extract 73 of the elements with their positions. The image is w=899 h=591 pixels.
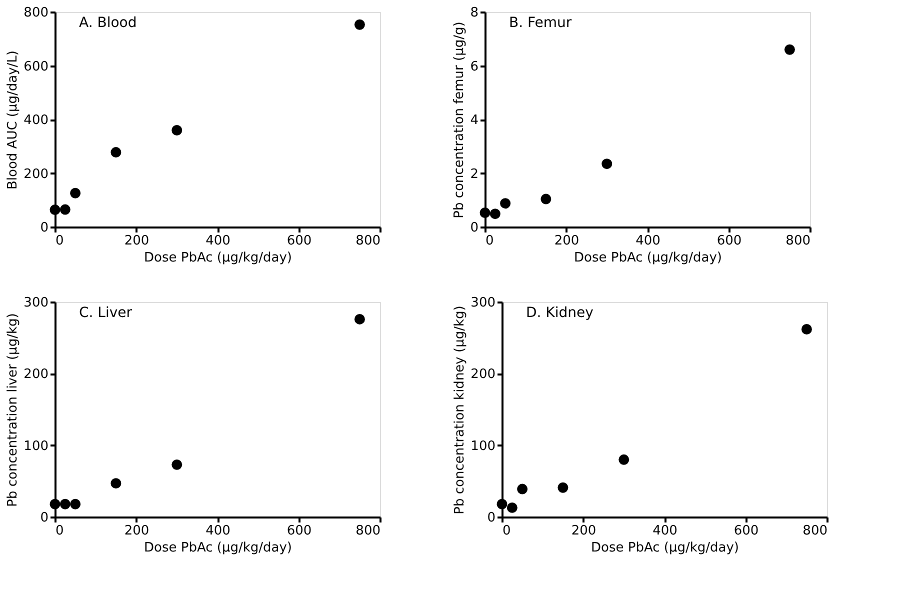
point	[784, 44, 795, 55]
y-tick-label: 300	[470, 296, 496, 310]
y-axis-title: Blood AUC (µg/day/L)	[6, 50, 21, 190]
x-tick-label: 600	[734, 524, 759, 538]
point	[70, 498, 81, 510]
y-axis-title: Pb concentration femur (µg/g)	[452, 22, 468, 218]
x-tick-label: 200	[124, 524, 150, 538]
x-tick-label: 600	[716, 234, 742, 248]
chart-title: B. Femur	[509, 15, 572, 31]
point	[60, 204, 70, 215]
y-tick-label: 200	[24, 166, 48, 182]
point	[540, 194, 552, 204]
x-tick-label: 800	[786, 234, 810, 248]
y-tick-label: 0	[40, 220, 48, 236]
point	[480, 208, 490, 218]
x-tick-label: 600	[286, 234, 312, 248]
x-tick-label: 800	[802, 524, 828, 538]
y-tick-label: 6	[470, 59, 478, 74]
x-tick-label: 0	[502, 524, 511, 538]
point	[110, 478, 122, 489]
point	[354, 314, 365, 324]
point	[618, 454, 630, 465]
y-tick-label: 0	[40, 510, 48, 526]
x-tick-label: 800	[356, 234, 380, 248]
y-tick-label: 0	[487, 510, 496, 526]
x-tick-label: 400	[206, 234, 230, 248]
point	[602, 158, 612, 170]
point	[354, 19, 365, 30]
y-axis-title: Pb concentration kidney (µg/kg)	[452, 306, 468, 514]
x-axis-title: Dose PbAc (µg/kg/day)	[144, 250, 292, 266]
y-tick-label: 4	[470, 113, 478, 128]
x-tick-label: 200	[571, 524, 596, 538]
x-tick-label: 200	[554, 234, 580, 248]
point	[172, 125, 182, 136]
x-tick-label: 200	[124, 234, 150, 248]
y-tick-label: 200	[470, 367, 496, 382]
point	[517, 484, 528, 494]
point	[172, 459, 182, 470]
y-tick-label: 2	[470, 166, 478, 182]
y-tick-label: 800	[24, 6, 48, 20]
y-tick-label: 600	[24, 59, 48, 74]
x-tick-label: 0	[56, 524, 64, 538]
point	[110, 147, 122, 158]
x-axis-title: Dose PbAc (µg/kg/day)	[574, 250, 722, 266]
x-axis-title: Dose PbAc (µg/kg/day)	[144, 540, 292, 556]
x-tick-label: 400	[206, 524, 230, 538]
chart-title: A. Blood	[79, 15, 137, 31]
x-tick-label: 600	[286, 524, 312, 538]
point	[500, 198, 511, 209]
y-tick-label: 0	[470, 220, 478, 236]
x-tick-label: 800	[356, 524, 380, 538]
y-tick-label: 8	[470, 6, 478, 20]
chart-title: D. Kidney	[526, 305, 594, 321]
point	[558, 482, 568, 493]
x-tick-label: 0	[56, 234, 64, 248]
x-axis-title: Dose PbAc (µg/kg/day)	[590, 540, 740, 556]
x-tick-label: 400	[636, 234, 660, 248]
point	[60, 498, 70, 510]
y-axis-title: Pb concentration liver (µg/kg)	[6, 313, 21, 507]
y-tick-label: 100	[470, 438, 496, 454]
y-tick-label: 300	[24, 296, 48, 310]
chart-title: C. Liver	[79, 305, 132, 321]
y-tick-label: 400	[24, 113, 48, 128]
y-tick-label: 200	[24, 367, 48, 382]
point	[50, 204, 60, 216]
point	[506, 502, 518, 513]
point	[801, 324, 812, 334]
point	[496, 498, 508, 510]
point	[490, 208, 500, 220]
point	[70, 188, 81, 198]
y-tick-label: 100	[24, 438, 48, 454]
x-tick-label: 400	[652, 524, 678, 538]
point	[50, 498, 60, 510]
